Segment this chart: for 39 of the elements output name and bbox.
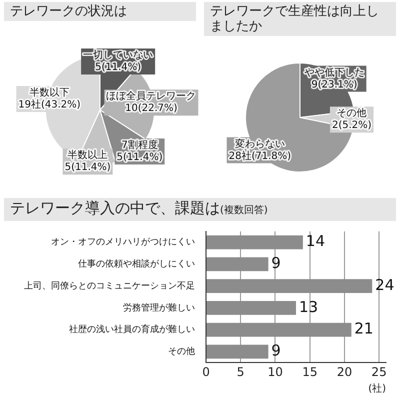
data-label: 9 bbox=[271, 342, 281, 360]
data-label: 19社(43.2%) bbox=[18, 98, 81, 111]
x-tick-label: 15 bbox=[302, 364, 318, 379]
y-tick-label: その他 bbox=[168, 346, 195, 358]
chart-title: テレワーク導入の中で、課題は bbox=[10, 199, 220, 217]
chart-title: テレワークの状況は bbox=[10, 4, 127, 19]
x-tick-label: 5 bbox=[236, 364, 244, 379]
bar bbox=[206, 279, 372, 294]
slice-label: その他 bbox=[336, 107, 367, 120]
y-tick-label: 上司、同僚らとのコミュニケーション不足 bbox=[24, 280, 195, 292]
data-label: 5(11.4%) bbox=[95, 62, 142, 74]
y-tick-label: 労務管理が難しい bbox=[123, 302, 195, 314]
x-tick-label: 20 bbox=[336, 364, 352, 379]
y-tick-label: 社歴の浅い社員の育成が難しい bbox=[69, 324, 195, 336]
data-label: 9(23.1%) bbox=[311, 79, 358, 90]
bar bbox=[206, 344, 268, 359]
bar bbox=[206, 300, 296, 315]
data-label: 5(11.4%) bbox=[116, 152, 163, 164]
x-tick-label: 25 bbox=[371, 364, 387, 379]
data-label: 9 bbox=[271, 254, 281, 272]
bar bbox=[206, 235, 303, 250]
slice-label: 半数以上 bbox=[68, 149, 108, 162]
data-label: 2(5.2%) bbox=[332, 120, 372, 132]
data-label: 24 bbox=[375, 276, 394, 294]
x-axis-title: (社) bbox=[368, 382, 386, 395]
data-label: 21 bbox=[354, 320, 374, 338]
bar bbox=[206, 322, 352, 337]
y-tick-label: 仕事の依頼や相談がしにくい bbox=[78, 258, 195, 270]
x-tick-label: 10 bbox=[268, 364, 283, 379]
data-label: 5(11.4%) bbox=[64, 162, 111, 174]
data-label: 13 bbox=[299, 298, 318, 316]
x-tick-label: 0 bbox=[202, 364, 210, 379]
data-label: 10(22.7%) bbox=[125, 103, 178, 114]
data-label: 14 bbox=[306, 232, 326, 250]
slice-label: 半数以下 bbox=[29, 86, 70, 99]
chart-title: テレワークで生産性は向上しましたか bbox=[210, 4, 379, 34]
bar bbox=[206, 257, 268, 272]
chart-subtitle: (複数回答) bbox=[220, 205, 268, 216]
y-tick-label: オン・オフのメリハリがつけにくい bbox=[51, 238, 195, 248]
